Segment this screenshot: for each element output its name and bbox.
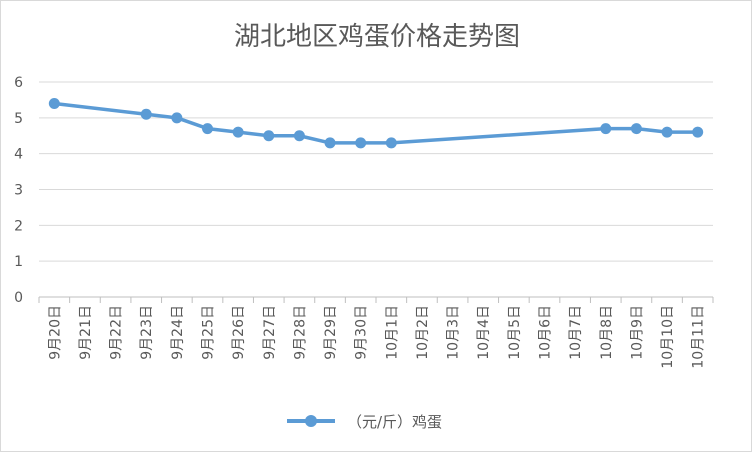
data-point xyxy=(355,137,367,149)
data-point xyxy=(48,98,60,109)
data-point xyxy=(140,108,152,120)
y-tick-label: 5 xyxy=(14,111,23,127)
y-tick-label: 2 xyxy=(14,218,23,234)
y-axis-ticks: 0 1 2 3 4 5 6 xyxy=(14,75,23,306)
y-tick-label: 0 xyxy=(14,290,23,306)
x-tick-label: 10月9日 xyxy=(629,305,645,360)
x-tick-label: 9月23日 xyxy=(139,305,155,360)
x-tick-label: 9月22日 xyxy=(109,305,125,360)
legend-label: （元/斤）鸡蛋 xyxy=(347,413,442,431)
data-point xyxy=(293,130,305,142)
x-tick-label: 9月26日 xyxy=(231,305,247,360)
data-point xyxy=(232,126,244,138)
x-tick-label: 10月11日 xyxy=(691,305,707,369)
x-tick-label: 10月2日 xyxy=(415,305,431,360)
x-tick-label: 9月30日 xyxy=(354,305,370,360)
y-tick-label: 6 xyxy=(14,75,23,91)
x-tick-label: 10月3日 xyxy=(446,305,462,360)
data-point xyxy=(600,123,612,135)
data-point xyxy=(692,126,704,138)
x-tick-label: 9月29日 xyxy=(323,305,339,360)
x-tick-label: 9月28日 xyxy=(292,305,308,360)
data-point xyxy=(630,123,642,135)
data-point xyxy=(202,123,213,135)
y-tick-label: 4 xyxy=(14,147,23,163)
series-line xyxy=(52,101,700,145)
gridlines xyxy=(39,81,713,298)
legend: （元/斤）鸡蛋 xyxy=(287,413,442,431)
data-point xyxy=(171,112,183,124)
x-tick-label: 9月25日 xyxy=(201,305,217,360)
legend-dot-marker xyxy=(305,415,317,427)
series-layer xyxy=(48,98,704,149)
x-tick-label: 10月6日 xyxy=(538,305,554,360)
x-tick-label: 10月8日 xyxy=(599,305,615,360)
data-point xyxy=(385,137,397,149)
x-tick-label: 10月4日 xyxy=(476,305,492,360)
x-tick-label: 9月21日 xyxy=(78,305,94,360)
x-tick-label: 9月20日 xyxy=(47,305,63,360)
x-axis-ticks: 9月20日 9月21日 9月22日 9月23日 9月24日 9月25日 9月26日 9月27日… xyxy=(38,297,714,369)
x-tick-label: 10月10日 xyxy=(660,305,676,369)
data-point xyxy=(263,130,275,142)
y-tick-label: 3 xyxy=(14,183,23,199)
data-point xyxy=(324,137,336,149)
x-tick-label: 9月27日 xyxy=(262,305,278,360)
x-tick-label: 10月7日 xyxy=(568,305,584,360)
x-tick-label: 10月1日 xyxy=(384,305,400,360)
y-tick-label: 1 xyxy=(14,254,23,270)
x-tick-label: 9月24日 xyxy=(170,305,186,360)
x-tick-label: 10月5日 xyxy=(507,305,523,360)
data-point xyxy=(661,126,673,138)
chart-title: 湖北地区鸡蛋价格走势图 xyxy=(234,22,520,52)
